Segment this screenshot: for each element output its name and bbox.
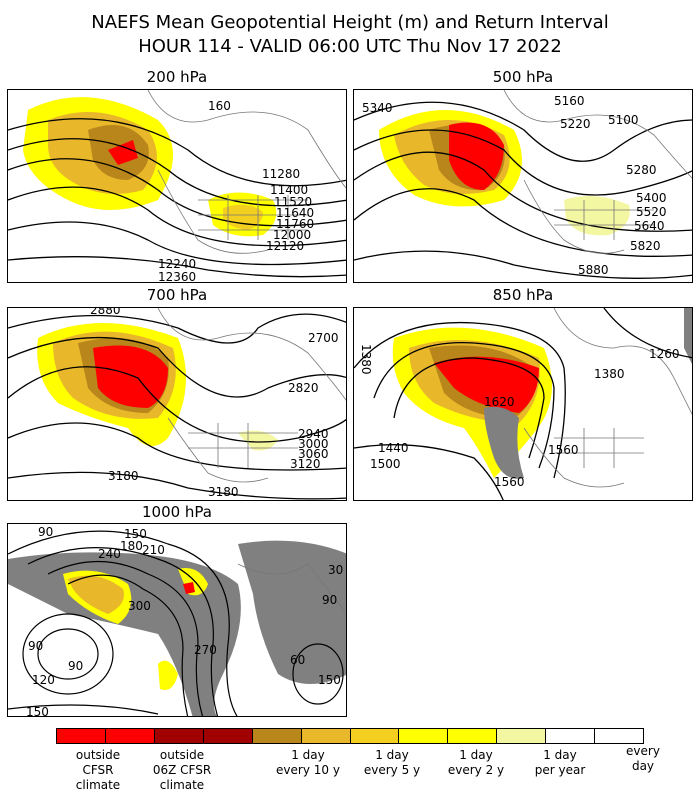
contour-label: 2820 bbox=[288, 381, 319, 395]
contour-label: 5220 bbox=[560, 117, 591, 131]
contour-label: 90 bbox=[68, 659, 83, 673]
contour-label: 240 bbox=[98, 547, 121, 561]
colorbar-segment bbox=[57, 729, 106, 743]
map-panel-700: 2880 2700 2820 2940 3000 3060 3120 3180 … bbox=[7, 307, 347, 501]
figure-subtitle: HOUR 114 - VALID 06:00 UTC Thu Nov 17 20… bbox=[138, 36, 562, 57]
contour-label: 1500 bbox=[370, 457, 401, 471]
colorbar-segment bbox=[301, 729, 351, 743]
contour-label: 210 bbox=[142, 543, 165, 557]
contour-label: 5340 bbox=[362, 101, 393, 115]
contour-label: 1560 bbox=[494, 475, 525, 489]
contour-label: 150 bbox=[318, 673, 341, 687]
colorbar-label: outside CFSR climate bbox=[75, 748, 121, 792]
map-200-canvas: 160 11280 11400 11520 11640 11760 12000 … bbox=[8, 90, 346, 283]
contour-label: 1380 bbox=[359, 344, 373, 375]
colorbar-segment bbox=[497, 729, 547, 743]
contour-label: 5400 bbox=[636, 191, 667, 205]
colorbar-label: 1 day every 10 y bbox=[276, 748, 340, 777]
contour-label: 5100 bbox=[608, 113, 639, 127]
contour-label: 1560 bbox=[548, 443, 579, 457]
contour-label: 3180 bbox=[108, 469, 139, 483]
contour-label: 3120 bbox=[290, 457, 321, 471]
contour-label: 1380 bbox=[594, 367, 625, 381]
contour-label: 5280 bbox=[626, 163, 657, 177]
panel-title-1000: 1000 hPa bbox=[141, 503, 212, 521]
colorbar-segment bbox=[399, 729, 449, 743]
colorbar-label: 1 day every 2 y bbox=[447, 748, 505, 777]
panel-title-700: 700 hPa bbox=[146, 286, 208, 304]
colorbar-label: 1 day every 5 y bbox=[363, 748, 421, 777]
contour-label: 12000 bbox=[273, 228, 311, 242]
contour-label: 90 bbox=[28, 639, 43, 653]
contour-label: 5640 bbox=[634, 219, 665, 233]
contour-label: 150 bbox=[26, 705, 49, 717]
contour-label: 2700 bbox=[308, 331, 339, 345]
contour-label: 1620 bbox=[484, 395, 515, 409]
colorbar-label: 1 day per year bbox=[534, 748, 586, 777]
contour-label: 3180 bbox=[208, 485, 239, 499]
figure-title: NAEFS Mean Geopotential Height (m) and R… bbox=[91, 12, 609, 33]
contour-label: 90 bbox=[38, 525, 53, 539]
map-1000-canvas: 90 150 180 240 210 300 270 90 120 90 150… bbox=[8, 525, 346, 717]
map-panel-850: 1380 1260 1380 1620 1440 1500 1560 1560 bbox=[353, 307, 693, 501]
contour-label: 60 bbox=[290, 653, 305, 667]
map-700-canvas: 2880 2700 2820 2940 3000 3060 3120 3180 … bbox=[8, 308, 346, 500]
contour-label: 12120 bbox=[266, 239, 304, 253]
colorbar-segment bbox=[595, 729, 644, 743]
map-panel-500: 5340 5160 5220 5100 5280 5400 5520 5640 … bbox=[353, 89, 693, 283]
colorbar-segment bbox=[154, 729, 204, 743]
panel-title-850: 850 hPa bbox=[492, 286, 554, 304]
contour-label: 300 bbox=[128, 599, 151, 613]
colorbar-segment bbox=[252, 729, 302, 743]
contour-label: 150 bbox=[124, 527, 147, 541]
map-panel-200: 160 11280 11400 11520 11640 11760 12000 … bbox=[7, 89, 347, 283]
contour-label: 12240 bbox=[158, 257, 196, 271]
contour-label: 1260 bbox=[649, 347, 680, 361]
colorbar-label: every day bbox=[626, 744, 660, 773]
colorbar-segment bbox=[448, 729, 498, 743]
contour-label: 160 bbox=[208, 99, 231, 113]
map-850-canvas: 1380 1260 1380 1620 1440 1500 1560 1560 bbox=[354, 308, 692, 500]
contour-label: 5880 bbox=[578, 263, 609, 277]
contour-label: 5820 bbox=[630, 239, 661, 253]
contour-label: 1440 bbox=[378, 441, 409, 455]
contour-label: 11520 bbox=[274, 195, 312, 209]
colorbar bbox=[56, 728, 644, 744]
colorbar-segment bbox=[203, 729, 253, 743]
colorbar-segment bbox=[350, 729, 400, 743]
contour-label: 5520 bbox=[636, 205, 667, 219]
contour-label: 2940 bbox=[298, 427, 329, 441]
contour-label: 12360 bbox=[158, 270, 196, 283]
map-panel-1000: 90 150 180 240 210 300 270 90 120 90 150… bbox=[7, 523, 347, 717]
contour-label: 5160 bbox=[554, 94, 585, 108]
contour-label: 120 bbox=[32, 673, 55, 687]
map-500-canvas: 5340 5160 5220 5100 5280 5400 5520 5640 … bbox=[354, 90, 692, 279]
contour-label: 180 bbox=[120, 539, 143, 553]
contour-label: 30 bbox=[328, 563, 343, 577]
contour-label: 11280 bbox=[262, 167, 300, 181]
contour-label: 90 bbox=[322, 593, 337, 607]
colorbar-segment bbox=[546, 729, 596, 743]
colorbar-segment bbox=[105, 729, 155, 743]
panel-title-500: 500 hPa bbox=[492, 68, 554, 86]
contour-label: 3000 bbox=[298, 437, 329, 451]
panel-title-200: 200 hPa bbox=[146, 68, 208, 86]
contour-label: 270 bbox=[194, 643, 217, 657]
contour-label: 11760 bbox=[276, 217, 314, 231]
contour-label: 3060 bbox=[298, 447, 329, 461]
contour-label: 2880 bbox=[90, 308, 121, 317]
contour-label: 11400 bbox=[270, 183, 308, 197]
contour-label: 11640 bbox=[276, 206, 314, 220]
colorbar-label: outside 06Z CFSR climate bbox=[152, 748, 212, 792]
